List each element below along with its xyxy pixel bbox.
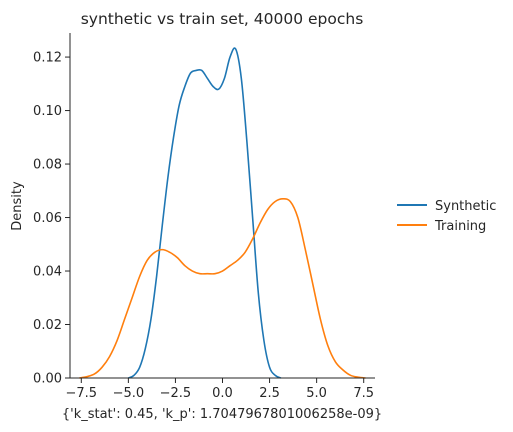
x-tick-label: −7.5	[66, 386, 98, 401]
y-tick-label: 0.12	[33, 51, 62, 66]
x-axis-label: {'k_stat': 0.45, 'k_p': 1.70479678010062…	[62, 407, 382, 422]
x-tick-label: 2.5	[259, 386, 280, 401]
y-axis-label: Density	[10, 181, 25, 231]
y-tick-label: 0.06	[33, 211, 62, 226]
x-ticks: −7.5 −5.0 −2.5 0.0 2.5 5.0 7.5	[66, 378, 374, 401]
y-tick-label: 0.04	[33, 265, 62, 280]
y-tick-label: 0.00	[33, 372, 62, 387]
series-line-synthetic	[128, 47, 282, 379]
chart-title: synthetic vs train set, 40000 epochs	[81, 10, 364, 28]
x-tick-label: 0.0	[212, 386, 233, 401]
y-tick-label: 0.02	[33, 318, 62, 333]
series-line-training	[79, 197, 366, 379]
legend-label-training: Training	[434, 219, 486, 234]
x-tick-label: 5.0	[306, 386, 327, 401]
x-tick-label: −2.5	[160, 386, 192, 401]
legend: Synthetic Training	[397, 199, 496, 234]
x-tick-label: 7.5	[353, 386, 374, 401]
y-tick-label: 0.10	[33, 104, 62, 119]
y-tick-label: 0.08	[33, 158, 62, 173]
plot-area	[79, 47, 366, 379]
y-ticks: 0.00 0.02 0.04 0.06 0.08 0.10 0.12	[33, 51, 70, 387]
x-tick-label: −5.0	[113, 386, 145, 401]
legend-label-synthetic: Synthetic	[435, 199, 496, 214]
